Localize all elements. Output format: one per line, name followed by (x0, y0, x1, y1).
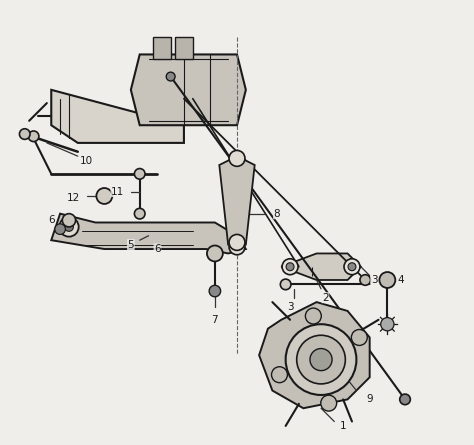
Circle shape (209, 285, 220, 297)
Circle shape (229, 239, 245, 255)
Circle shape (344, 259, 360, 275)
Text: 6: 6 (154, 244, 161, 254)
Circle shape (62, 214, 75, 227)
Circle shape (381, 318, 394, 331)
Circle shape (55, 224, 65, 235)
Text: 1: 1 (340, 421, 346, 431)
Text: 3: 3 (287, 302, 293, 312)
Circle shape (321, 395, 337, 411)
Text: 10: 10 (80, 156, 93, 166)
Circle shape (379, 272, 395, 288)
Circle shape (310, 348, 332, 371)
Circle shape (135, 169, 145, 179)
Circle shape (135, 208, 145, 219)
Circle shape (286, 263, 294, 271)
Circle shape (282, 259, 298, 275)
Circle shape (297, 335, 346, 384)
Circle shape (286, 324, 356, 395)
Text: 3: 3 (371, 275, 377, 285)
Circle shape (272, 367, 287, 383)
Polygon shape (219, 156, 255, 245)
Circle shape (229, 235, 245, 251)
Text: 2: 2 (322, 293, 329, 303)
Text: 4: 4 (397, 275, 404, 285)
Circle shape (229, 150, 245, 166)
Text: 6: 6 (48, 215, 55, 225)
Circle shape (166, 72, 175, 81)
Circle shape (207, 246, 223, 261)
Polygon shape (131, 54, 246, 125)
Polygon shape (259, 302, 370, 408)
Text: 5: 5 (128, 239, 134, 250)
Circle shape (400, 394, 410, 405)
Circle shape (96, 188, 112, 204)
Text: 7: 7 (211, 315, 218, 325)
FancyBboxPatch shape (153, 37, 171, 59)
Circle shape (19, 129, 30, 139)
Circle shape (59, 217, 79, 237)
Text: 11: 11 (111, 186, 124, 197)
Circle shape (351, 329, 367, 345)
Polygon shape (51, 214, 246, 254)
Circle shape (360, 275, 371, 285)
Circle shape (280, 279, 291, 290)
Circle shape (28, 131, 39, 142)
FancyBboxPatch shape (175, 37, 193, 59)
Text: 12: 12 (67, 193, 80, 203)
Polygon shape (281, 254, 361, 280)
Circle shape (305, 308, 321, 324)
Circle shape (348, 263, 356, 271)
Text: 8: 8 (273, 209, 280, 218)
Text: 9: 9 (366, 394, 373, 405)
Circle shape (64, 222, 73, 231)
Polygon shape (51, 90, 184, 143)
